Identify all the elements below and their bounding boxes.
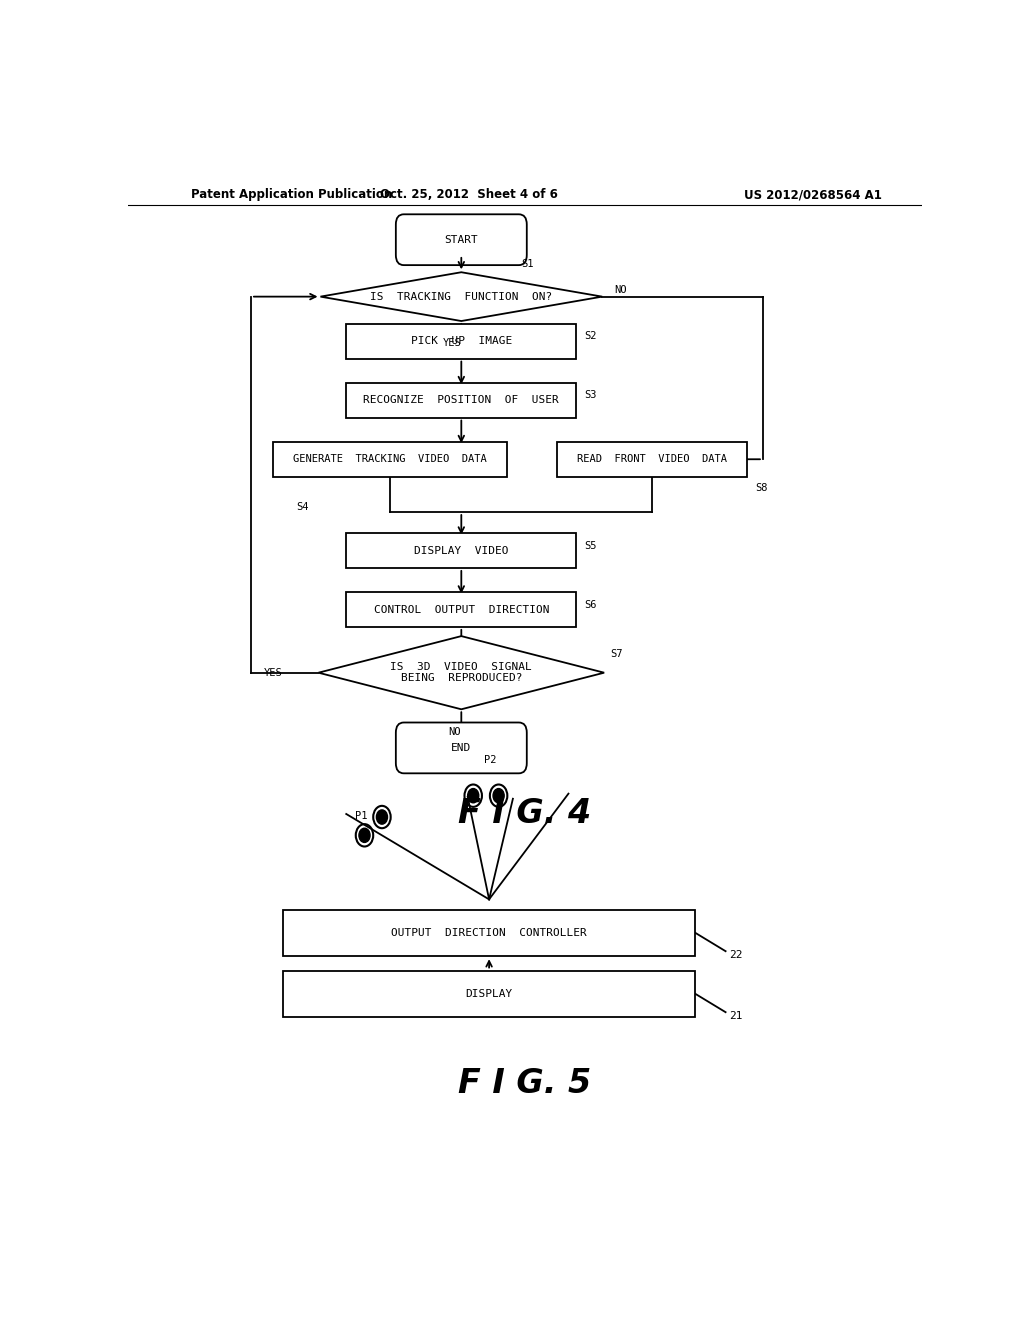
Text: F I G. 4: F I G. 4 [458,797,592,830]
Text: 21: 21 [729,1011,742,1022]
Text: F I G. 5: F I G. 5 [458,1067,592,1100]
Polygon shape [318,636,604,709]
Text: Oct. 25, 2012  Sheet 4 of 6: Oct. 25, 2012 Sheet 4 of 6 [380,189,558,202]
Text: END: END [452,743,471,752]
Text: NO: NO [449,726,461,737]
Text: PICK  UP  IMAGE: PICK UP IMAGE [411,337,512,346]
Text: US 2012/0268564 A1: US 2012/0268564 A1 [744,189,882,202]
FancyBboxPatch shape [283,909,695,956]
Text: P1: P1 [355,810,368,821]
Text: READ  FRONT  VIDEO  DATA: READ FRONT VIDEO DATA [577,454,727,465]
Text: S6: S6 [585,599,597,610]
Text: START: START [444,235,478,244]
FancyBboxPatch shape [557,442,748,477]
FancyBboxPatch shape [346,325,577,359]
Text: GENERATE  TRACKING  VIDEO  DATA: GENERATE TRACKING VIDEO DATA [293,454,486,465]
FancyBboxPatch shape [272,442,507,477]
Text: IS  3D  VIDEO  SIGNAL
BEING  REPRODUCED?: IS 3D VIDEO SIGNAL BEING REPRODUCED? [390,661,532,684]
FancyBboxPatch shape [346,533,577,568]
Polygon shape [321,272,602,321]
Circle shape [359,828,370,842]
Text: OUTPUT  DIRECTION  CONTROLLER: OUTPUT DIRECTION CONTROLLER [391,928,587,939]
Text: NO: NO [614,285,627,294]
Text: DISPLAY: DISPLAY [466,989,513,999]
Text: IS  TRACKING  FUNCTION  ON?: IS TRACKING FUNCTION ON? [371,292,552,302]
Text: RECOGNIZE  POSITION  OF  USER: RECOGNIZE POSITION OF USER [364,395,559,405]
Text: P2: P2 [484,755,497,766]
Text: S7: S7 [610,649,623,660]
FancyBboxPatch shape [346,593,577,627]
Text: Patent Application Publication: Patent Application Publication [191,189,393,202]
Text: DISPLAY  VIDEO: DISPLAY VIDEO [414,545,509,556]
Circle shape [468,788,479,803]
Text: YES: YES [264,668,283,677]
Text: S5: S5 [585,541,597,550]
FancyBboxPatch shape [396,722,526,774]
Text: S4: S4 [296,502,309,512]
Text: S3: S3 [585,391,597,400]
Text: S2: S2 [585,331,597,342]
FancyBboxPatch shape [283,970,695,1018]
FancyBboxPatch shape [396,214,526,265]
Text: 22: 22 [729,950,742,960]
Circle shape [377,810,387,824]
Text: S8: S8 [755,483,767,492]
Text: CONTROL  OUTPUT  DIRECTION: CONTROL OUTPUT DIRECTION [374,605,549,615]
Circle shape [494,788,504,803]
FancyBboxPatch shape [346,383,577,417]
Text: S1: S1 [521,259,534,269]
Text: YES: YES [442,338,461,348]
